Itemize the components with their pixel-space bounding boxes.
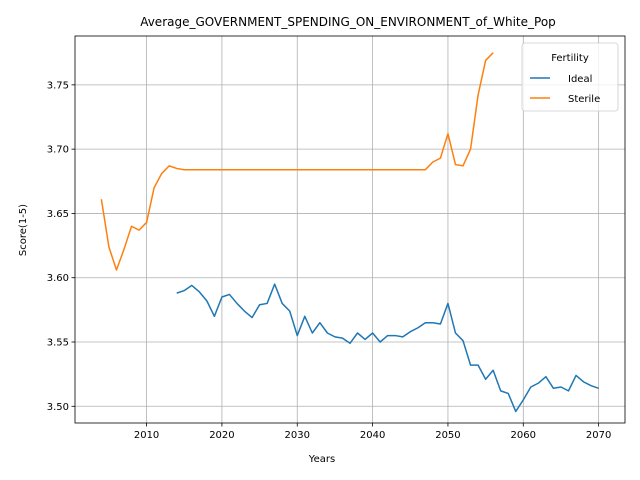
y-tick-label: 3.75 [47,80,69,91]
ticks: 2010 2020 2030 2040 2050 2060 2070 3.50 3.55 3.60… [47,80,612,441]
chart-title: Average_GOVERNMENT_SPENDING_ON_ENVIRONME… [140,15,556,29]
series-layer [100,52,599,413]
x-tick-label: 2040 [360,430,385,441]
x-tick-label: 2010 [134,430,159,441]
y-tick-label: 3.70 [47,145,69,156]
y-tick-label: 3.50 [47,402,69,413]
x-tick-label: 2060 [511,430,536,441]
x-tick-label: 2030 [285,430,310,441]
x-tick-label: 2070 [586,430,611,441]
x-tick-label: 2020 [209,430,234,441]
series-line-sterile [100,52,494,271]
legend-title: Fertility [551,53,589,64]
legend-box [521,42,619,112]
legend-label-sterile: Sterile [568,94,600,105]
grid [75,36,625,423]
legend: Fertility Ideal Sterile [521,42,619,112]
y-axis-label: Score(1-5) [18,204,29,256]
y-tick-label: 3.55 [47,338,69,349]
legend-label-ideal: Ideal [568,74,592,85]
plot-frame [74,35,626,424]
x-axis-label: Years [308,454,335,465]
y-tick-label: 3.60 [47,273,69,284]
y-tick-label: 3.65 [47,209,69,220]
series-line-ideal [176,283,599,413]
x-tick-label: 2050 [435,430,460,441]
